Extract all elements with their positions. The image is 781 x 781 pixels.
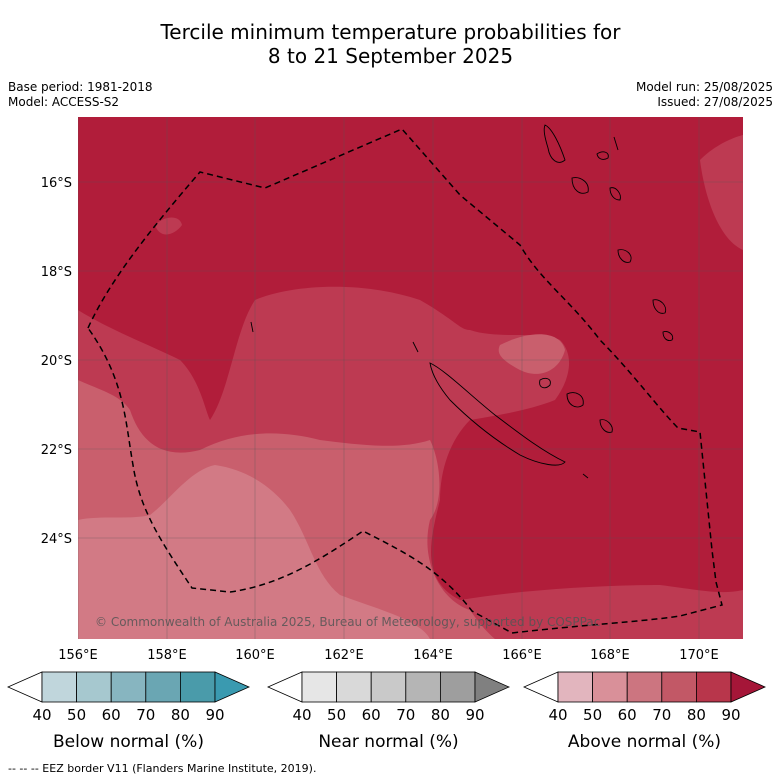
colorbar-tick-label: 50 <box>583 706 602 724</box>
lon-label: 164°E <box>413 648 453 663</box>
colorbar-segment <box>41 671 77 703</box>
colorbar-tick-label: 90 <box>465 706 484 724</box>
colorbar-segment <box>557 671 593 703</box>
colorbar-label: Above normal (%) <box>568 732 721 752</box>
lon-label: 166°E <box>502 648 542 663</box>
colorbar-segment <box>439 671 476 703</box>
colorbar-tick-label: 50 <box>67 706 86 724</box>
field-above-50-60 <box>78 465 430 639</box>
lat-label: 16°S <box>41 176 72 191</box>
colorbar-segment <box>405 671 441 703</box>
colorbar-tick-label: 90 <box>721 706 740 724</box>
colorbar-segment <box>626 671 663 703</box>
colorbar-tick-label: 40 <box>292 706 311 724</box>
colorbar-segment <box>145 671 181 703</box>
colorbar-segment <box>76 671 112 703</box>
meta-left: Base period: 1981-2018 Model: ACCESS-S2 <box>8 80 153 110</box>
lat-label: 24°S <box>41 532 72 547</box>
lon-labels: 156°E 158°E 160°E 162°E 164°E 166°E 168°… <box>58 648 719 663</box>
lon-label: 160°E <box>235 648 275 663</box>
colorbar-right-arrow <box>730 671 766 703</box>
colorbar-tick-label: 50 <box>327 706 346 724</box>
colorbar-label: Near normal (%) <box>318 732 458 752</box>
copyright-watermark: © Commonwealth of Australia 2025, Bureau… <box>95 615 600 629</box>
land-outlines <box>250 124 674 479</box>
colorbar-tick-label: 70 <box>652 706 671 724</box>
model-text: Model: ACCESS-S2 <box>8 95 120 109</box>
lat-label: 18°S <box>41 265 72 280</box>
colorbar-tick-label: 60 <box>102 706 121 724</box>
colorbar-tick-label: 40 <box>548 706 567 724</box>
colorbar-tick-label: 80 <box>171 706 190 724</box>
map-gridlines <box>78 117 743 639</box>
colorbar-segment <box>592 671 628 703</box>
issued-text: Issued: 27/08/2025 <box>657 95 773 109</box>
lon-label: 170°E <box>679 648 719 663</box>
colorbar-label: Below normal (%) <box>53 732 204 752</box>
colorbar-tick-label: 60 <box>362 706 381 724</box>
colorbar-tick-label: 80 <box>687 706 706 724</box>
chart-title-line1: Tercile minimum temperature probabilitie… <box>160 20 621 44</box>
colorbar-segment <box>336 671 372 703</box>
colorbar-segment <box>179 671 216 703</box>
colorbar-tick-label: 70 <box>136 706 155 724</box>
colorbar-right-arrow <box>474 671 510 703</box>
new-caledonia-outline <box>429 362 566 466</box>
chart-title-line2: 8 to 21 September 2025 <box>267 44 514 68</box>
colorbar-segment <box>301 671 337 703</box>
model-run-text: Model run: 25/08/2025 <box>635 80 773 94</box>
colorbar-segment <box>696 671 732 703</box>
colorbar-right-arrow <box>214 671 250 703</box>
colorbar-tick-label: 80 <box>431 706 450 724</box>
colorbar-tick-label: 60 <box>618 706 637 724</box>
colorbar-left-arrow <box>7 671 43 703</box>
vanuatu-outline <box>543 124 566 163</box>
colorbar-left-arrow <box>523 671 559 703</box>
meta-right: Model run: 25/08/2025 Issued: 27/08/2025 <box>636 80 773 110</box>
colorbar-tick-label: 90 <box>205 706 224 724</box>
field-above-70-80-east <box>700 135 743 250</box>
base-period-text: Base period: 1981-2018 <box>8 80 153 94</box>
colorbar-segment <box>370 671 407 703</box>
lat-label: 20°S <box>41 354 72 369</box>
lon-label: 162°E <box>324 648 364 663</box>
colorbar-segment <box>661 671 697 703</box>
colorbar-tick-label: 70 <box>396 706 415 724</box>
lat-label: 22°S <box>41 443 72 458</box>
colorbar-segment <box>110 671 147 703</box>
colorbar-tick-label: 40 <box>32 706 51 724</box>
probability-map: © Commonwealth of Australia 2025, Bureau… <box>7 117 766 752</box>
probability-fields <box>78 117 743 639</box>
colorbar-left-arrow <box>267 671 303 703</box>
colorbar-near: 40 50 60 70 80 90 Near normal (%) <box>267 671 510 752</box>
lon-label: 168°E <box>590 648 630 663</box>
lon-label: 156°E <box>58 648 98 663</box>
lat-labels: 16°S 18°S 20°S 22°S 24°S <box>41 176 72 547</box>
eez-footnote: -- -- -- EEZ border V11 (Flanders Marine… <box>8 762 317 775</box>
lon-label: 158°E <box>147 648 187 663</box>
